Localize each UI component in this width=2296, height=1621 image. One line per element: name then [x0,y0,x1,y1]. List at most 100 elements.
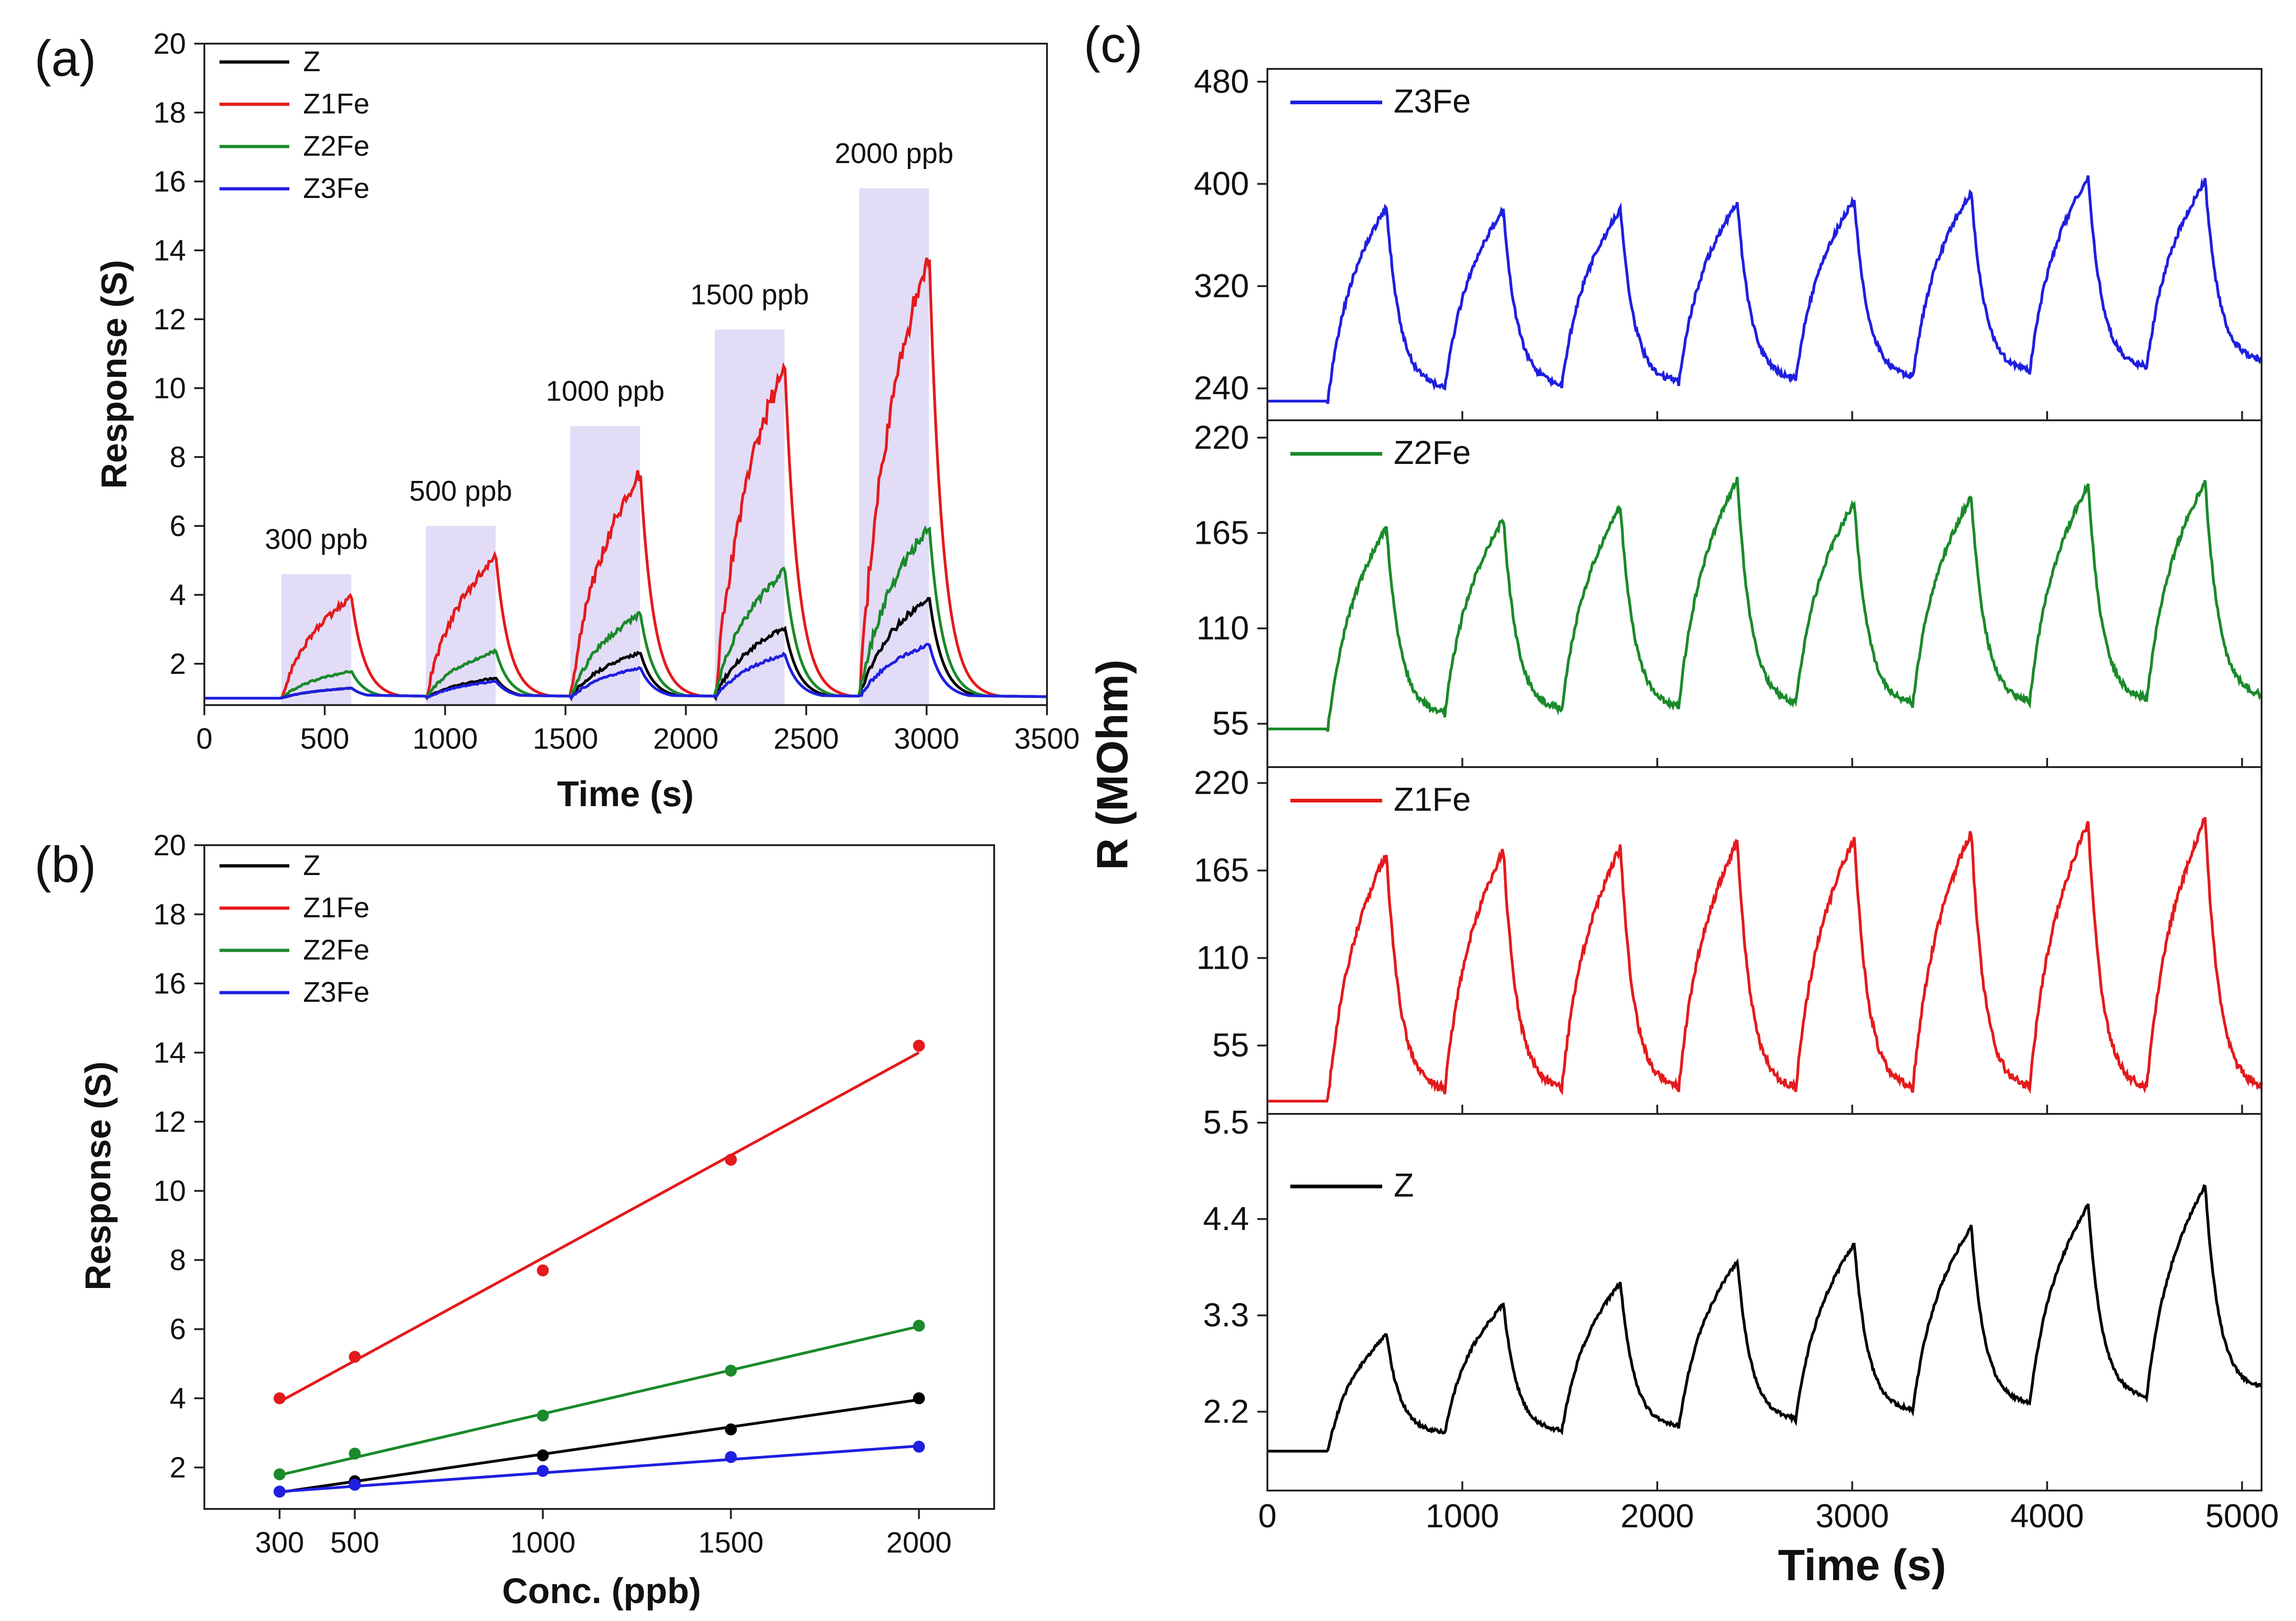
panel-b-label: (b) [34,836,96,893]
exposure-window-500-ppb [426,526,496,705]
panel-b-plot-frame [203,844,995,1510]
y-tick-label-z2fe-55: 55 [1212,706,1249,742]
legend-label-z2fe: Z2Fe [303,934,370,966]
panel-c-x-axis-label: Time (s) [1778,1541,1946,1590]
x-tick-label-1500: 1500 [698,1526,763,1559]
data-point-z1fe-1500 [725,1153,737,1166]
legend-label-z3fe: Z3Fe [303,977,370,1008]
data-point-z2fe-300 [273,1468,286,1480]
x-tick-label-3000: 3000 [1815,1498,1889,1535]
legend-label-z3fe: Z3Fe [1394,83,1471,120]
data-point-z1fe-300 [273,1392,286,1405]
legend-label-z: Z [303,46,321,78]
x-tick-label-1500: 1500 [533,722,598,755]
y-tick-label-16: 16 [153,165,186,198]
panel-c-y-axis-label: R (MOhm) [1088,660,1137,870]
y-tick-label-6: 6 [169,509,186,542]
y-tick-label-z2fe-220: 220 [1194,419,1249,456]
concentration-label-1500-ppb: 1500 ppb [690,279,809,311]
response-curve-z2fe [204,525,1047,700]
x-tick-label-2000: 2000 [653,722,718,755]
y-tick-label-z3fe-480: 480 [1194,63,1249,100]
fit-line-z3fe [279,1445,919,1493]
y-tick-label-z-3-3: 3.3 [1203,1297,1249,1334]
y-tick-label-z-4-4: 4.4 [1203,1201,1249,1237]
y-tick-label-18: 18 [153,898,186,931]
x-tick-label-0: 0 [196,722,213,755]
x-tick-label-500: 500 [330,1526,379,1559]
panel-a-chart: (a) 300 ppb 500 ppb 1000 ppb 1500 ppb 2000 p… [34,27,1080,814]
y-tick-label-16: 16 [153,967,186,1000]
data-point-z-1000 [537,1449,549,1462]
x-tick-label-3500: 3500 [1014,722,1080,755]
data-point-z2fe-1000 [537,1409,549,1422]
y-tick-label-10: 10 [153,372,186,405]
legend-label-z1fe: Z1Fe [303,88,370,120]
exposure-window-300-ppb [281,574,351,705]
subplot-frame-z2fe [1266,419,2262,768]
concentration-label-2000-ppb: 2000 ppb [835,138,954,169]
y-tick-label-20: 20 [153,829,186,862]
x-tick-label-5000: 5000 [2205,1498,2279,1535]
panel-c-label: (c) [1084,17,1142,73]
x-tick-label-300: 300 [255,1526,304,1559]
y-tick-label-z1fe-55: 55 [1212,1027,1249,1064]
y-tick-label-z1fe-165: 165 [1194,852,1249,889]
y-tick-label-8: 8 [169,1243,186,1276]
exposure-window-2000-ppb [859,188,929,705]
data-point-z3fe-1000 [537,1465,549,1477]
resistance-curve-z [1267,1184,2262,1453]
concentration-label-300-ppb: 300 ppb [265,524,368,555]
y-tick-label-z-5-5: 5.5 [1203,1104,1249,1141]
x-tick-label-3000: 3000 [894,722,959,755]
exposure-window-1000-ppb [570,426,640,705]
legend-label-z2fe: Z2Fe [1394,435,1471,471]
subplot-frame-z [1266,1113,2262,1491]
resistance-curve-z2fe [1267,477,2262,732]
y-tick-label-4: 4 [169,1382,186,1415]
x-tick-label-2000: 2000 [886,1526,951,1559]
legend-label-z3fe: Z3Fe [303,173,370,204]
data-point-z-2000 [913,1392,925,1405]
y-tick-label-z3fe-240: 240 [1194,370,1249,407]
data-point-z3fe-300 [273,1485,286,1498]
x-tick-label-2000: 2000 [1621,1498,1694,1535]
x-tick-label-1000: 1000 [510,1526,575,1559]
resistance-curve-z3fe [1267,175,2263,404]
response-curve-z1fe [204,257,1047,701]
y-tick-label-12: 12 [153,1105,186,1138]
data-point-z2fe-1500 [725,1364,737,1377]
data-point-z3fe-2000 [913,1440,925,1453]
data-point-z3fe-500 [349,1479,361,1491]
data-point-z1fe-2000 [913,1039,925,1052]
data-point-z2fe-2000 [913,1320,925,1332]
panel-a-y-axis-label: Response (S) [94,260,134,489]
y-tick-label-z3fe-320: 320 [1194,268,1249,305]
y-tick-label-10: 10 [153,1175,186,1208]
panel-b-y-axis-label: Response (S) [78,1062,118,1290]
legend-label-z: Z [1394,1167,1414,1204]
fit-line-z [279,1398,919,1494]
x-tick-label-2500: 2500 [774,722,839,755]
y-tick-label-20: 20 [153,27,186,60]
y-tick-label-z1fe-220: 220 [1194,765,1249,802]
x-tick-label-500: 500 [300,722,349,755]
resistance-curve-z1fe [1267,817,2263,1103]
y-tick-label-z2fe-165: 165 [1194,514,1249,551]
x-tick-label-0: 0 [1258,1498,1277,1535]
y-tick-label-12: 12 [153,303,186,336]
panel-a-label: (a) [34,30,96,87]
fit-line-z1fe [279,1051,920,1403]
y-tick-label-z3fe-400: 400 [1194,165,1249,202]
x-tick-label-4000: 4000 [2010,1498,2084,1535]
legend-label-z: Z [303,850,321,881]
panel-c-chart: (c) 240 320 400 480 55 110 165 220 55 110 165 220 2.… [1084,17,2279,1590]
y-tick-label-2: 2 [169,1451,186,1484]
legend-label-z1fe: Z1Fe [1394,781,1471,818]
y-tick-label-8: 8 [169,441,186,474]
data-point-z1fe-500 [349,1350,361,1363]
x-tick-label-1000: 1000 [1425,1498,1499,1535]
y-tick-label-18: 18 [153,96,186,129]
y-tick-label-2: 2 [169,647,186,680]
y-tick-label-6: 6 [169,1313,186,1346]
